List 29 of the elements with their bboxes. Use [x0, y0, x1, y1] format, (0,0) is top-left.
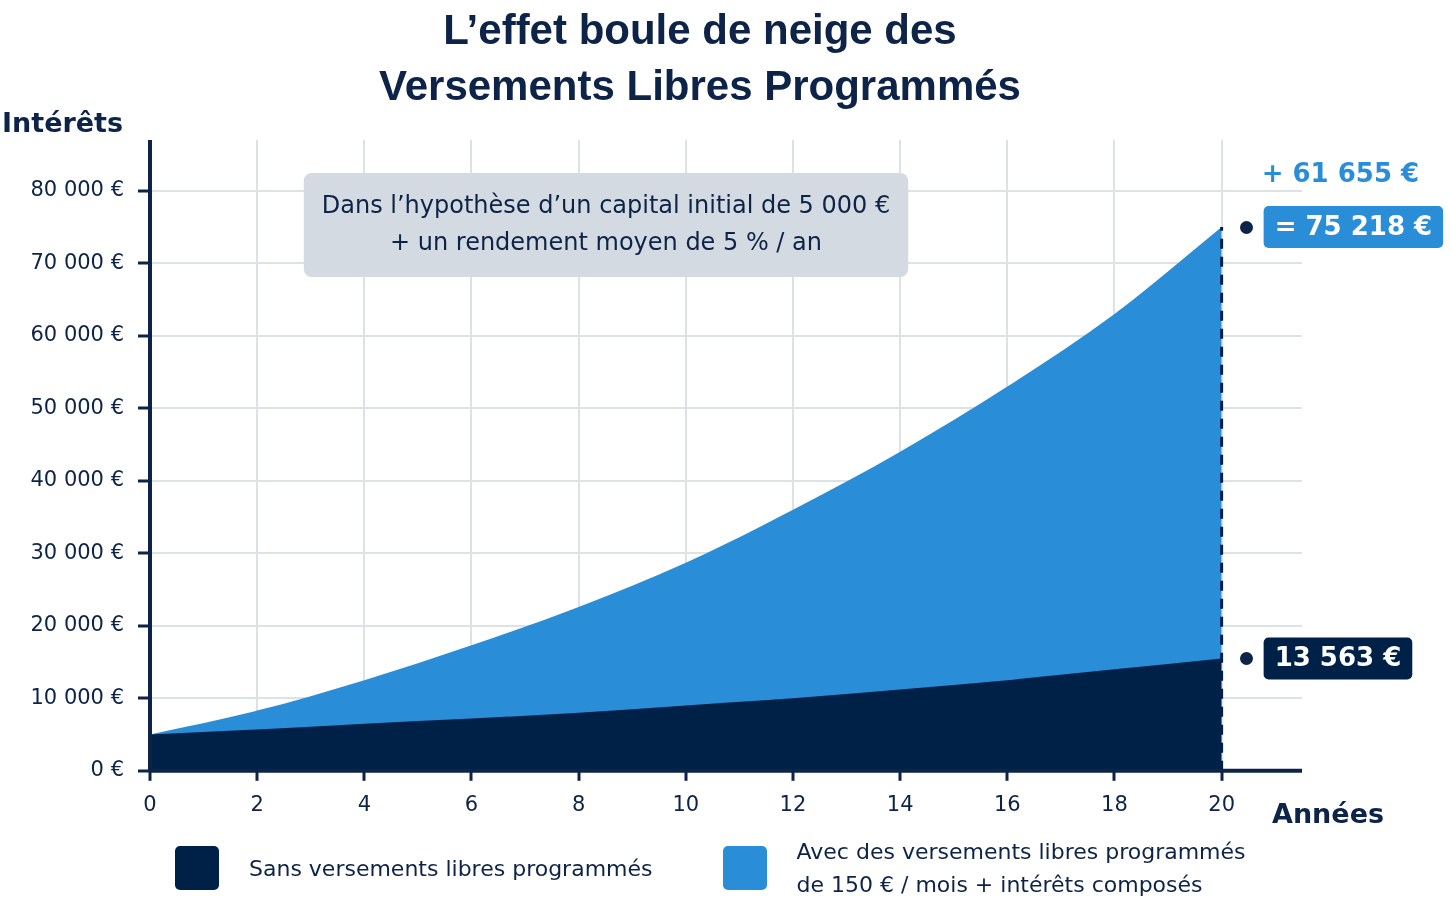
x-tick-label: 10	[672, 791, 700, 816]
annotation: + 61 655 €	[1261, 157, 1420, 188]
legend-label: Sans versements libres programmés	[249, 854, 653, 883]
x-tick-label: 16	[993, 791, 1021, 816]
x-axis-title: Années	[1272, 797, 1385, 829]
x-tick-label: 0	[143, 791, 157, 816]
y-tick-label: 30 000 €	[30, 539, 124, 564]
x-tick-label: 12	[779, 791, 807, 816]
x-tick-label: 6	[464, 791, 479, 816]
annotation: Dans l’hypothèse d’un capital initial de 5 000 € + un rendement moyen de 5 % / an	[321, 191, 891, 257]
y-tick-label: 60 000 €	[30, 322, 124, 347]
legend-label: Avec des versements libres programmés de 150 € / mois + intérêts composés	[796, 838, 1247, 899]
chart-title: L’effet boule de neige des Versements Libres Programmés	[378, 5, 1022, 111]
x-tick-label: 4	[357, 791, 372, 816]
y-tick-label: 70 000 €	[30, 249, 124, 274]
y-tick-label: 0 €	[90, 757, 124, 782]
y-tick-label: 80 000 €	[30, 177, 124, 202]
y-tick-label: 20 000 €	[30, 612, 124, 637]
y-tick-label: 40 000 €	[30, 467, 124, 492]
annotation: 13 563 €	[1274, 642, 1402, 673]
x-tick-label: 20	[1208, 791, 1235, 816]
y-tick-label: 50 000 €	[30, 394, 124, 419]
x-tick-label: 14	[886, 791, 914, 816]
x-tick-label: 18	[1101, 791, 1128, 816]
x-tick-label: 2	[250, 791, 264, 816]
y-axis-title: Intérêts	[2, 106, 124, 138]
x-tick-label: 8	[571, 791, 586, 816]
y-tick-label: 10 000 €	[30, 684, 124, 709]
annotation: = 75 218 €	[1274, 210, 1433, 241]
